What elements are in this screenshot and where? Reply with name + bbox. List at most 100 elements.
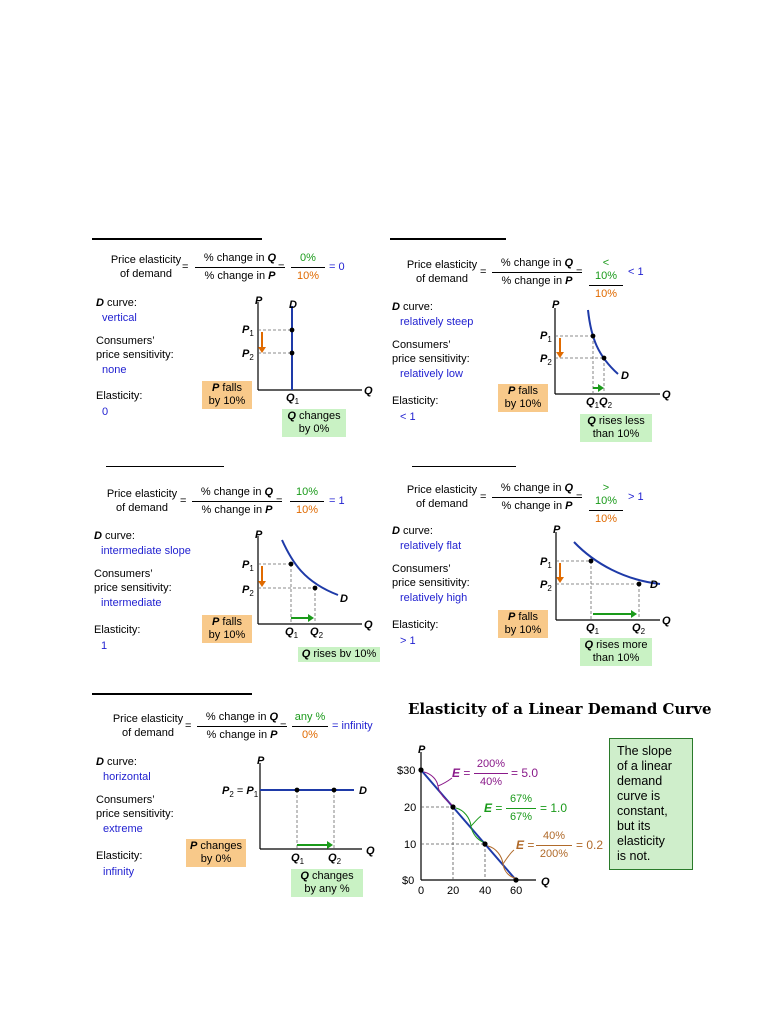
p-falls-box: P falls by 10% — [202, 381, 252, 409]
panel-elastic: Price elasticity of demand = % change in … — [390, 466, 690, 681]
panel-unit-elastic: Price elasticity of demand = % change in … — [92, 466, 392, 681]
sensitivity-label: Consumers’ price sensitivity: — [96, 794, 174, 820]
p2-equals-p1-label: P2 = P1 — [222, 785, 259, 800]
p1-label: P1 — [540, 330, 552, 345]
x-tick-20: 20 — [447, 885, 460, 897]
sensitivity-label: Consumers’ price sensitivity: — [94, 568, 172, 594]
equals-sign: = — [480, 491, 487, 503]
d-curve-desc: horizontal — [103, 771, 151, 783]
lhs-label: Price elasticity of demand — [112, 713, 184, 739]
sensitivity-label: Consumers’ price sensitivity: — [96, 335, 174, 361]
p2-label: P2 — [242, 348, 254, 363]
axis-p-label: P — [418, 744, 426, 756]
curve-label: D — [289, 299, 297, 311]
elasticity-result-top: = 5.0 — [511, 766, 539, 780]
d-curve-label: D curve: — [96, 297, 137, 309]
demand-graph — [554, 308, 660, 395]
equals-sign: = — [576, 491, 583, 503]
elasticity-value: > 1 — [400, 635, 416, 647]
panel-perfectly-elastic: Price elasticity of demand = % change in … — [92, 693, 392, 908]
sensitivity-label: Consumers’ price sensitivity: — [392, 339, 470, 365]
sensitivity-desc: relatively low — [400, 368, 463, 380]
curve-label: D — [340, 593, 348, 605]
value-fraction: < 10% 10% — [589, 257, 623, 301]
x-tick-60: 60 — [510, 885, 523, 897]
equals-sign: = — [576, 266, 583, 278]
axis-p-label: P — [553, 524, 561, 536]
elasticity-value: < 1 — [400, 411, 416, 423]
elasticity-fraction-mid: 67% 67% — [506, 793, 536, 824]
elasticity-result: = infinity — [332, 720, 373, 732]
elasticity-label: Elasticity: — [392, 395, 439, 407]
panel-title-rule — [92, 238, 262, 240]
d-curve-desc: relatively flat — [400, 540, 462, 552]
axis-q-label: Q — [364, 619, 373, 631]
elasticity-result-low: = 0.2 — [576, 838, 604, 852]
lhs-label: Price elasticity of demand — [106, 488, 178, 514]
equals-sign: = — [182, 261, 189, 273]
elasticity-value: 1 — [101, 640, 108, 652]
elasticity-label-top: E = — [452, 766, 471, 780]
elasticity-result: > 1 — [628, 491, 644, 503]
p2-label: P2 — [242, 584, 254, 599]
y-tick-20: 20 — [404, 802, 417, 814]
lhs-label: Price elasticity of demand — [406, 259, 478, 285]
value-fraction: any % 0% — [292, 711, 328, 742]
demand-graph — [257, 302, 362, 391]
p1-label: P1 — [242, 559, 254, 574]
equals-sign: = — [276, 495, 283, 507]
formula-fraction: % change in Q % change in P — [492, 482, 582, 513]
d-curve-desc: relatively steep — [400, 316, 474, 328]
q1-label: Q1 — [586, 622, 600, 637]
value-fraction: > 10% 10% — [589, 482, 623, 526]
elasticity-label-low: E = — [516, 838, 535, 852]
q-changes-box: Q rises more than 10% — [580, 638, 652, 666]
d-curve-desc: intermediate slope — [101, 545, 191, 557]
equals-sign: = — [280, 720, 287, 732]
equals-sign: = — [185, 720, 192, 732]
d-curve-label: D curve: — [392, 301, 433, 313]
elasticity-fraction-low: 40% 200% — [536, 830, 572, 861]
p2-label: P2 — [540, 353, 552, 368]
q-changes-box: Q changes by 0% — [282, 409, 346, 437]
formula-fraction: % change in Q % change in P — [192, 486, 282, 517]
axis-p-label: P — [552, 299, 560, 311]
y-tick-0: $0 — [402, 875, 415, 887]
curve-label: D — [621, 370, 629, 382]
p-changes-box: P changes by 0% — [186, 839, 246, 867]
value-fraction: 10% 10% — [290, 486, 324, 517]
elasticity-fraction-top: 200% 40% — [474, 758, 508, 789]
panel-title-rule — [106, 466, 224, 467]
elasticity-value: 0 — [102, 406, 109, 418]
axis-q-label: Q — [364, 385, 373, 397]
linear-demand-title: Elasticity of a Linear Demand Curve — [408, 700, 712, 718]
elasticity-label-mid: E = — [484, 801, 503, 815]
axis-q-label: Q — [662, 389, 671, 401]
q1-label: Q1 — [285, 626, 299, 641]
demand-graph — [555, 532, 661, 621]
q2-label: Q2 — [632, 622, 646, 637]
elasticity-label: Elasticity: — [96, 390, 143, 402]
y-tick-30: $30 — [397, 765, 416, 777]
demand-graph — [257, 536, 362, 625]
axis-q-label: Q — [366, 845, 375, 857]
curve-label: D — [650, 579, 658, 591]
q-changes-box: Q rises less than 10% — [580, 414, 652, 442]
elasticity-result: = 1 — [329, 495, 345, 507]
formula-fraction: % change in Q % change in P — [492, 257, 582, 288]
axis-p-label: P — [255, 529, 263, 541]
p-falls-box: P falls by 10% — [498, 384, 548, 412]
axis-q-label: Q — [541, 876, 550, 888]
elasticity-label: Elasticity: — [96, 850, 143, 862]
y-tick-10: 10 — [404, 839, 417, 851]
lhs-label: Price elasticity of demand — [110, 254, 182, 280]
lhs-label: Price elasticity of demand — [406, 484, 478, 510]
slope-note-box: The slope of a linear demand curve is co… — [609, 738, 693, 870]
sensitivity-desc: intermediate — [101, 597, 162, 609]
p-falls-box: P falls by 10% — [202, 615, 252, 643]
q2-label: Q2 — [328, 852, 342, 867]
d-curve-label: D curve: — [392, 525, 433, 537]
value-fraction: 0% 10% — [291, 252, 325, 283]
d-curve-desc: vertical — [102, 312, 137, 324]
d-curve-label: D curve: — [96, 756, 137, 768]
